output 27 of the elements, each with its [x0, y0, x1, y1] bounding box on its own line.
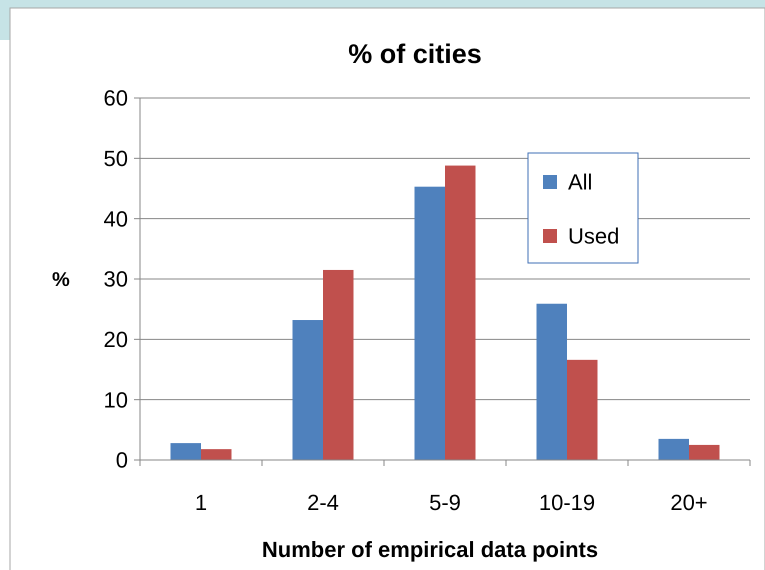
y-tick-label: 60 [104, 86, 128, 111]
bar [536, 304, 567, 460]
y-tick-label: 0 [116, 448, 128, 473]
y-axis-title: % [52, 269, 70, 291]
bar [689, 444, 720, 460]
chart-title: % of cities [348, 39, 482, 69]
x-tick-label: 1 [194, 490, 208, 515]
y-tick-label: 10 [104, 387, 128, 412]
legend-label: All [568, 170, 592, 195]
bar [292, 320, 323, 460]
y-tick-label: 50 [104, 146, 128, 172]
x-tick-label: 10-19 [538, 490, 596, 515]
bar [445, 166, 476, 460]
bar [323, 270, 354, 460]
bar [170, 443, 201, 460]
legend-label: Used [568, 224, 620, 249]
bar [658, 438, 689, 460]
y-tick-label: 40 [104, 206, 128, 232]
x-tick-label: 20+ [670, 490, 708, 515]
bar [201, 449, 232, 460]
y-tick-label: 20 [104, 327, 128, 352]
x-tick-label: 2-4 [307, 490, 339, 515]
bar [567, 360, 598, 460]
y-tick-label: 30 [104, 266, 128, 292]
bar [414, 186, 445, 460]
x-axis-title: Number of empirical data points [262, 537, 598, 562]
x-tick-label: 5-9 [429, 490, 461, 515]
